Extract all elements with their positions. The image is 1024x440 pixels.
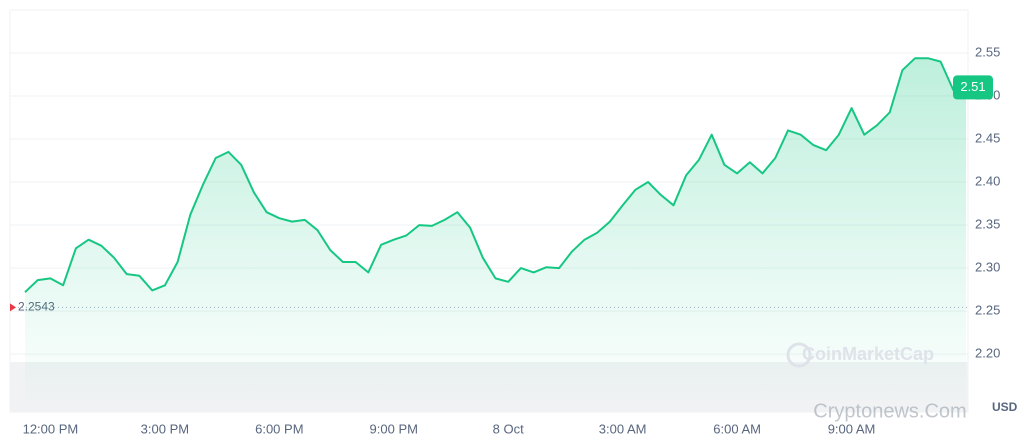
x-tick-label: 3:00 PM [141, 421, 189, 436]
y-tick-label: 2.55 [975, 44, 1000, 59]
area [25, 58, 966, 410]
y-tick-label: 2.30 [975, 260, 1000, 275]
x-tick-label: 8 Oct [493, 421, 524, 436]
watermark-logo [786, 342, 812, 368]
x-tick-label: 9:00 AM [828, 421, 876, 436]
reference-marker [10, 303, 16, 312]
x-tick-label: 6:00 AM [713, 421, 761, 436]
source-watermark: Cryptonews.Com [813, 400, 966, 422]
price-line [24, 57, 967, 293]
watermark: CoinMarketCap [802, 344, 934, 364]
price-badge-label: 2.51 [960, 79, 985, 94]
x-tick-label: 6:00 PM [255, 421, 303, 436]
x-tick-label: 12:00 PM [23, 421, 79, 436]
x-tick-label: 9:00 PM [370, 421, 418, 436]
unit-label: USD [992, 400, 1018, 414]
price-badge [953, 75, 993, 100]
x-tick-label: 3:00 AM [599, 421, 647, 436]
x-axis: 12:00 PM 3:00 PM 6:00 PM 9:00 PM 8 Oct 3:00 A… [23, 421, 876, 436]
y-tick-label: 2.35 [975, 216, 1000, 231]
y-tick-label: 2.40 [975, 173, 1000, 188]
y-tick-label: 2.45 [975, 130, 1000, 145]
y-tick-label: 2.20 [975, 346, 1000, 361]
plot: 2.25432.51 [10, 57, 993, 410]
y-tick-label: 2.25 [975, 303, 1000, 318]
